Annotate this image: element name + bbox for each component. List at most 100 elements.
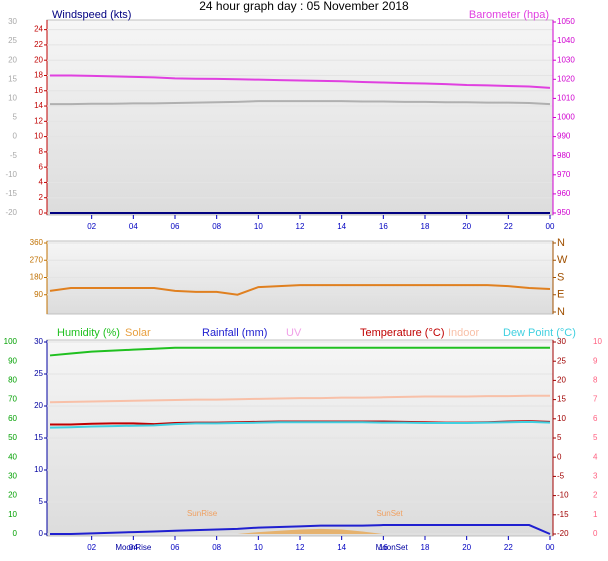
y-tick-label: 12 — [34, 116, 43, 125]
y-tick-label: 180 — [30, 273, 44, 282]
legend-entry: Barometer (hpa) — [469, 9, 549, 21]
y-tick-label: -20 — [557, 529, 569, 538]
y-tick-label: 1020 — [557, 74, 575, 83]
y-tick-label: 10 — [8, 94, 17, 103]
series-line — [49, 346, 550, 357]
plot-area — [46, 19, 554, 216]
x-tick-label: 22 — [504, 222, 513, 231]
y-tick-label: 1030 — [557, 55, 575, 64]
y-tick-label: 22 — [34, 40, 43, 49]
x-tick-label: 16 — [379, 543, 388, 552]
x-tick-label: 12 — [296, 543, 305, 552]
y-tick-label: 270 — [30, 255, 44, 264]
y-tick-label: 25 — [34, 369, 43, 378]
x-tick-label: 18 — [421, 543, 430, 552]
legend-entry: Indoor — [448, 327, 480, 339]
legend-entry: UV — [286, 327, 302, 339]
y-tick-label: 7 — [593, 395, 598, 404]
y-tick-label: 4 — [39, 178, 44, 187]
y-tick-label: 2 — [39, 193, 44, 202]
y-tick-label: 8 — [39, 147, 44, 156]
y-tick-label: E — [557, 289, 564, 301]
y-tick-label: 20 — [8, 55, 17, 64]
y-tick-label: 10 — [557, 414, 566, 423]
y-tick-label: 10 — [34, 465, 43, 474]
y-tick-label: 5 — [593, 433, 598, 442]
x-tick-label: 02 — [87, 222, 96, 231]
y-tick-label: 0 — [39, 529, 44, 538]
x-tick-label: 12 — [296, 222, 305, 231]
y-tick-label: N — [557, 237, 565, 249]
x-tick-label: 14 — [337, 222, 346, 231]
y-tick-label: 20 — [34, 401, 43, 410]
y-tick-label: 16 — [34, 86, 43, 95]
y-tick-label: 10 — [8, 510, 17, 519]
y-tick-label: 80 — [8, 376, 17, 385]
y-tick-label: 40 — [8, 452, 17, 461]
y-tick-label: -20 — [5, 208, 17, 217]
y-tick-label: 60 — [8, 414, 17, 423]
x-tick-label: 04 — [129, 543, 138, 552]
y-tick-label: 980 — [557, 151, 571, 160]
legend-entry: Humidity (%) — [57, 327, 120, 339]
y-tick-label: 15 — [557, 395, 566, 404]
y-tick-label: 25 — [557, 356, 566, 365]
y-tick-label: 9 — [593, 356, 598, 365]
y-tick-label: 15 — [8, 74, 17, 83]
y-tick-label: 1 — [593, 510, 598, 519]
y-tick-label: 24 — [34, 25, 43, 34]
y-tick-label: 100 — [4, 337, 18, 346]
y-tick-label: 0 — [593, 529, 598, 538]
y-tick-label: 10 — [34, 132, 43, 141]
annotation: SunSet — [376, 509, 403, 518]
y-tick-label: 30 — [8, 472, 17, 481]
x-tick-label: 06 — [171, 222, 180, 231]
x-tick-label: 00 — [546, 543, 555, 552]
legend-entry: Windspeed (kts) — [52, 9, 131, 21]
y-tick-label: -15 — [557, 510, 569, 519]
y-tick-label: 30 — [8, 17, 17, 26]
y-tick-label: 20 — [8, 491, 17, 500]
x-tick-label: 20 — [462, 543, 471, 552]
y-tick-label: 10 — [593, 337, 602, 346]
series-line — [49, 284, 551, 296]
y-tick-label: 30 — [557, 337, 566, 346]
y-tick-label: 50 — [8, 433, 17, 442]
y-tick-label: 30 — [34, 337, 43, 346]
y-tick-label: 0 — [13, 132, 18, 141]
legend-entry: Rainfall (mm) — [202, 327, 267, 339]
y-tick-label: 990 — [557, 132, 571, 141]
y-tick-label: 970 — [557, 170, 571, 179]
y-tick-label: 20 — [34, 55, 43, 64]
series-line — [49, 420, 551, 429]
legend-entry: Temperature (°C) — [360, 327, 444, 339]
y-tick-label: 3 — [593, 472, 598, 481]
y-tick-label: 18 — [34, 71, 43, 80]
y-tick-label: -15 — [5, 189, 17, 198]
series-line — [50, 100, 551, 106]
y-tick-label: 90 — [34, 290, 43, 299]
y-tick-label: 20 — [557, 376, 566, 385]
y-tick-label: S — [557, 271, 564, 283]
y-tick-label: 25 — [8, 36, 17, 45]
x-tick-label: 20 — [462, 222, 471, 231]
y-tick-label: 1040 — [557, 36, 575, 45]
y-tick-label: 6 — [593, 414, 598, 423]
x-tick-label: 00 — [546, 222, 555, 231]
y-tick-label: 0 — [557, 452, 562, 461]
y-tick-label: 2 — [593, 491, 598, 500]
y-tick-label: 5 — [557, 433, 562, 442]
annotation: MoonRise — [115, 543, 152, 552]
y-tick-label: -10 — [5, 170, 17, 179]
x-tick-label: 08 — [212, 543, 221, 552]
y-tick-label: 960 — [557, 189, 571, 198]
x-tick-label: 14 — [337, 543, 346, 552]
y-tick-label: 360 — [30, 238, 44, 247]
chart-title: 24 hour graph day : 05 November 2018 — [199, 0, 409, 13]
y-tick-label: 950 — [557, 208, 571, 217]
y-tick-label: -5 — [557, 472, 565, 481]
y-tick-label: 8 — [593, 376, 598, 385]
y-tick-label: 14 — [34, 101, 43, 110]
x-tick-label: 10 — [254, 543, 263, 552]
